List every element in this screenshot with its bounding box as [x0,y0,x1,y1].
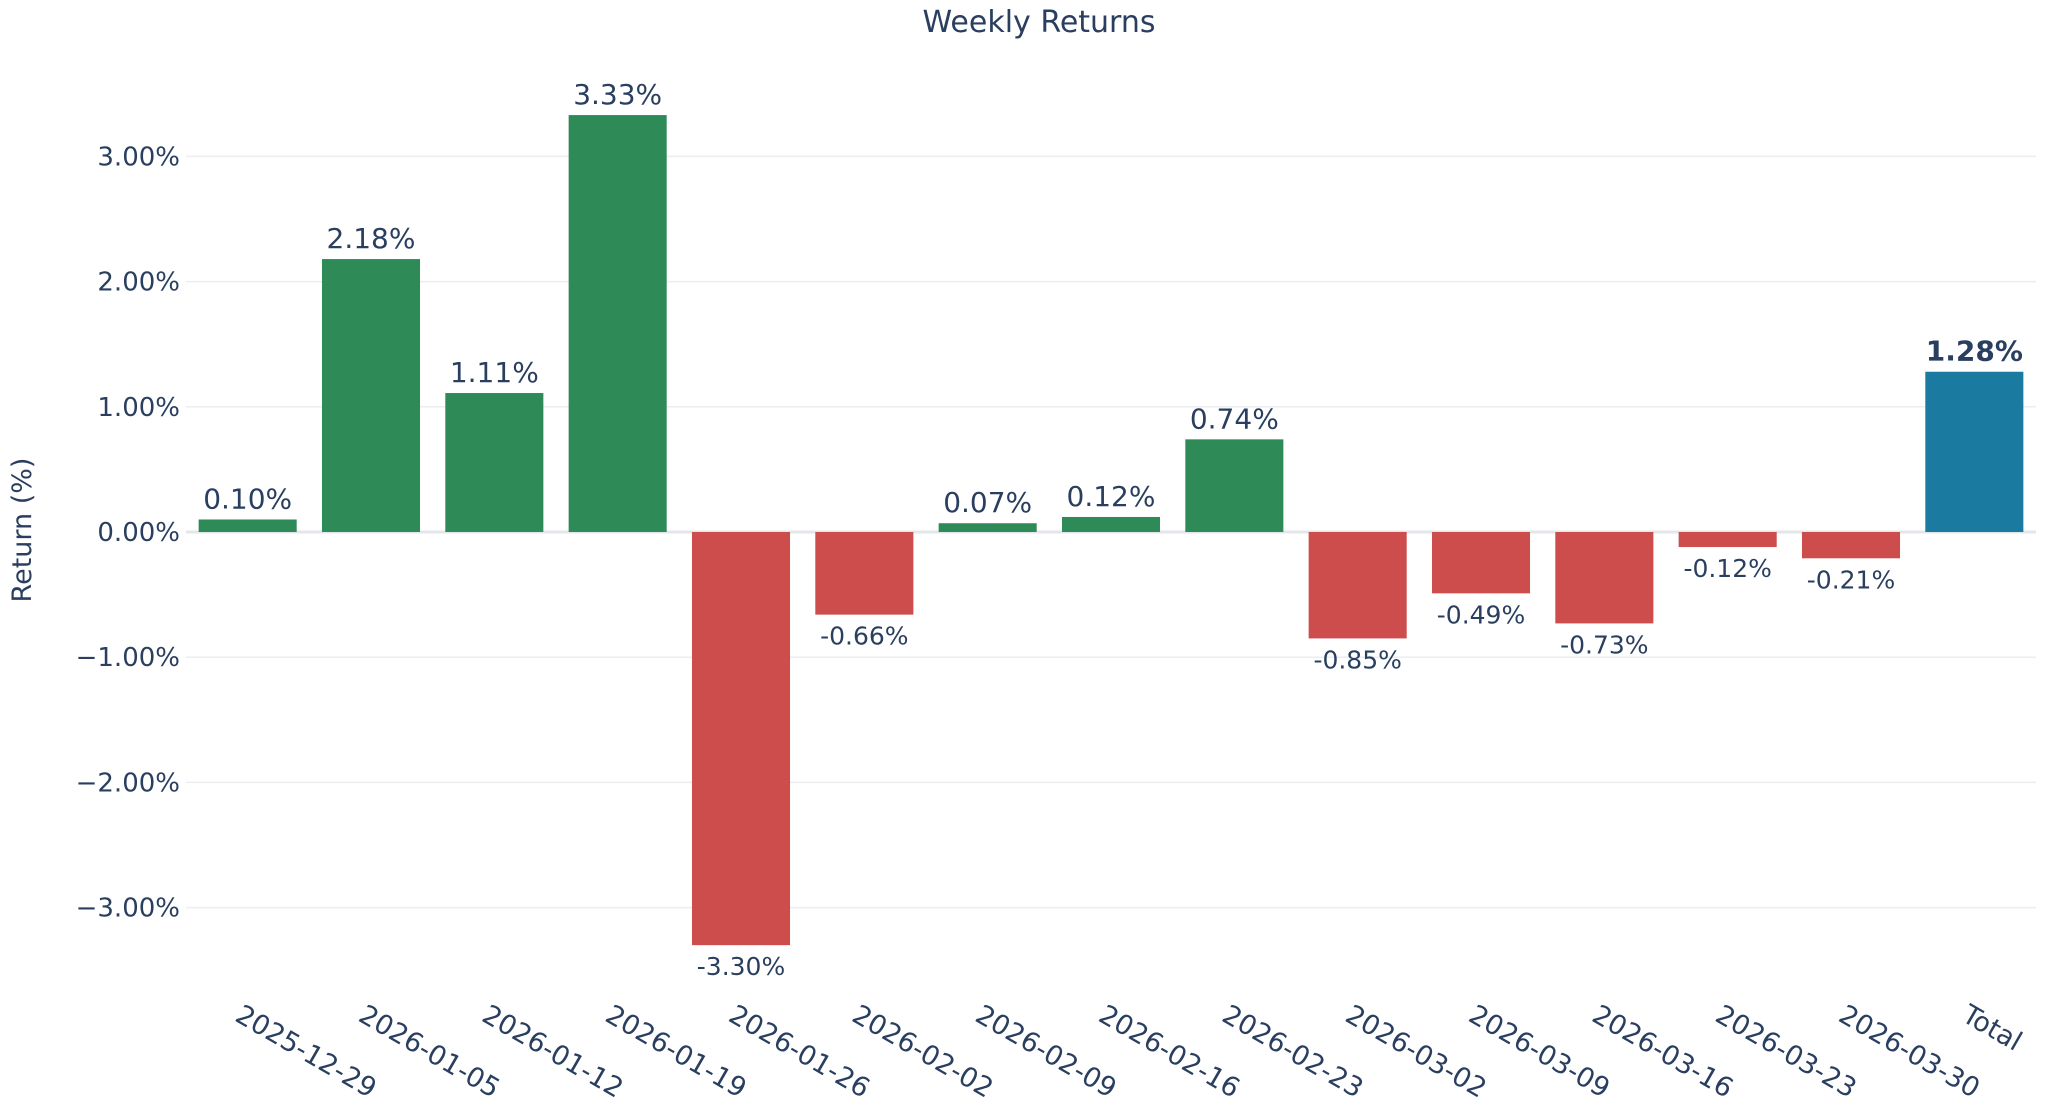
x-axis-ticks: 2025-12-292026-01-052026-01-122026-01-19… [230,999,2027,1105]
chart-title: Weekly Returns [923,5,1156,40]
x-tick-label: Total [1956,999,2027,1058]
y-tick-label: −2.00% [76,768,180,798]
y-tick-label: 0.00% [97,518,180,548]
y-tick-label: 3.00% [97,142,180,172]
bar-2026-03-02 [1308,532,1407,639]
data-label: 0.10% [203,482,292,515]
bar-2026-03-09 [1431,532,1531,594]
bar-2025-12-29 [198,519,297,532]
data-label: -0.12% [1683,554,1771,583]
bar-2026-02-16 [1061,516,1161,532]
bar-2026-01-19 [568,115,667,533]
data-label: -3.30% [697,952,785,981]
data-label: 1.11% [450,356,539,389]
data-label: 0.74% [1190,402,1279,435]
bar-2026-02-02 [815,532,914,615]
y-tick-label: −1.00% [76,643,180,673]
y-axis-title: Return (%) [7,458,38,603]
bar-2026-03-16 [1555,532,1654,624]
data-label: 1.28% [1926,335,2023,368]
y-tick-label: 2.00% [97,268,180,298]
y-axis-ticks: 3.00% 2.00% 1.00% 0.00% −1.00% −2.00% −3.00% [76,142,180,923]
data-label: -0.73% [1560,630,1648,659]
data-label: 0.07% [943,486,1032,519]
data-label: 3.33% [573,78,662,111]
data-label: -0.21% [1807,565,1895,594]
bar-2026-02-09 [938,523,1037,532]
bar-2026-03-23 [1678,532,1777,548]
bar-total [1925,371,2024,532]
y-tick-label: −3.00% [76,894,180,924]
bar-2026-01-26 [691,532,791,946]
data-label: 0.12% [1067,480,1156,513]
bar-2026-01-05 [321,259,421,532]
data-label: -0.66% [820,622,908,651]
bar-2026-03-30 [1801,532,1901,559]
data-label: 2.18% [327,222,416,255]
data-label: -0.49% [1437,600,1525,629]
bar-2026-01-12 [445,393,544,532]
data-labels: 0.10% 2.18% 1.11% 3.33% -3.30% -0.66% 0.07% 0.1… [203,78,2023,981]
bar-2026-02-23 [1185,439,1284,532]
y-tick-label: 1.00% [97,393,180,423]
data-label: -0.85% [1313,645,1401,674]
bars [198,115,2024,946]
